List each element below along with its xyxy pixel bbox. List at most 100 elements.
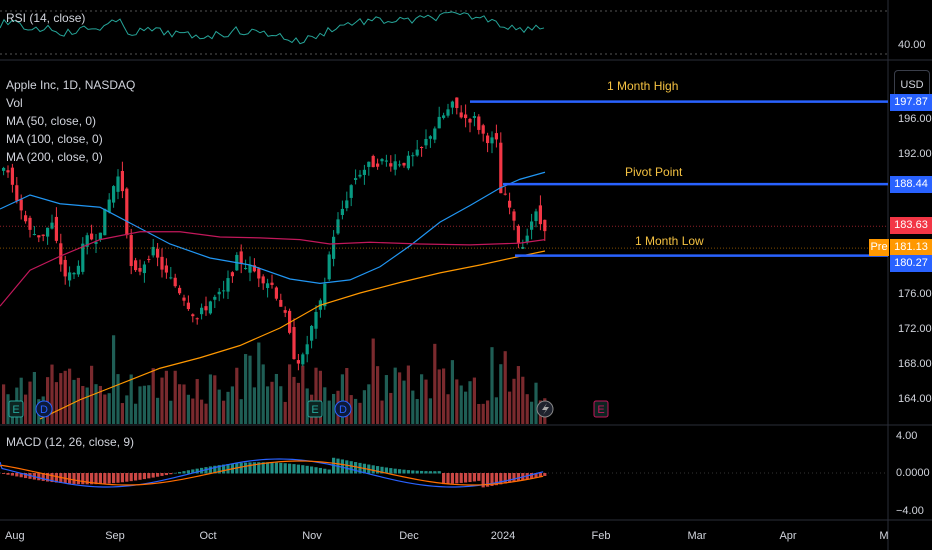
volume-bar <box>270 381 274 424</box>
macd-axis-tick: −4.00 <box>896 505 924 517</box>
volume-bar <box>415 399 419 424</box>
macd-histogram-bar <box>90 473 94 485</box>
volume-bar <box>318 370 322 424</box>
macd-histogram-bar <box>288 463 292 474</box>
macd-histogram-bar <box>512 473 516 482</box>
ma100-label[interactable]: MA (100, close, 0) <box>6 132 103 146</box>
candle-body <box>94 241 98 244</box>
candle-body <box>222 290 226 292</box>
candle-body <box>327 254 331 280</box>
macd-histogram-bar <box>248 462 252 474</box>
macd-histogram-bar <box>534 473 538 478</box>
candle-body <box>257 268 261 279</box>
macd-histogram-bar <box>50 473 54 483</box>
macd-histogram-bar <box>15 473 19 477</box>
volume-bar <box>332 393 336 424</box>
pivot-price-badge: 188.44 <box>890 176 932 193</box>
macd-histogram-bar <box>327 469 331 474</box>
candle-body <box>398 164 402 166</box>
macd-histogram-bar <box>213 465 217 474</box>
macd-histogram-bar <box>455 473 459 484</box>
volume-bar <box>50 364 54 424</box>
volume-bar <box>516 366 520 424</box>
ma200-line <box>39 250 546 420</box>
macd-histogram-bar <box>120 473 124 483</box>
macd-histogram-bar <box>173 472 177 474</box>
macd-histogram-bar <box>107 473 111 484</box>
macd-histogram-bar <box>340 459 344 474</box>
rsi-line <box>0 11 545 45</box>
volume-bar <box>239 399 243 424</box>
macd-histogram-bar <box>156 473 160 477</box>
candle-body <box>19 199 23 211</box>
price-axis-tick: 192.00 <box>898 148 932 160</box>
candle-body <box>68 272 72 281</box>
candle-body <box>508 200 512 208</box>
candle-body <box>472 116 476 118</box>
candle-body <box>142 264 146 274</box>
macd-label[interactable]: MACD (12, 26, close, 9) <box>6 435 135 449</box>
candle-body <box>156 248 160 258</box>
ma200-label[interactable]: MA (200, close, 0) <box>6 150 103 164</box>
macd-histogram-bar <box>208 466 212 474</box>
macd-histogram-bar <box>446 473 450 484</box>
volume-bar <box>2 384 6 424</box>
macd-histogram-bar <box>178 471 182 474</box>
macd-histogram-bar <box>296 464 300 474</box>
candle-body <box>270 282 274 285</box>
volume-bar <box>63 370 67 424</box>
volume-bar <box>226 391 230 424</box>
volume-bar <box>28 381 32 424</box>
candle-body <box>107 199 111 213</box>
candle-body <box>81 243 85 272</box>
macd-histogram-bar <box>503 473 507 484</box>
candle-body <box>450 101 454 108</box>
volume-bar <box>200 399 204 424</box>
event-marker-label: D <box>40 404 48 416</box>
macd-histogram-bar <box>204 467 208 474</box>
candle-body <box>420 147 424 149</box>
macd-histogram-bar <box>37 473 41 481</box>
macd-histogram-bar <box>398 469 402 474</box>
candle-body <box>384 160 388 162</box>
macd-histogram-bar <box>371 465 375 474</box>
candle-body <box>305 344 309 355</box>
candle-body <box>46 227 50 237</box>
rsi-label[interactable]: RSI (14, close) <box>6 11 86 25</box>
volume-bar <box>151 368 155 424</box>
volume-bar <box>32 371 36 424</box>
macd-histogram-bar <box>257 462 261 474</box>
macd-histogram-bar <box>160 473 164 476</box>
candle-body <box>283 310 287 313</box>
candle-body <box>10 167 14 185</box>
macd-histogram-bar <box>274 462 278 474</box>
symbol-title[interactable]: Apple Inc, 1D, NASDAQ <box>6 78 136 92</box>
pivot-annotation: Pivot Point <box>625 165 683 179</box>
macd-histogram-bar <box>217 465 221 474</box>
candle-body <box>178 287 182 294</box>
candle-body <box>402 162 406 166</box>
volume-bar <box>503 351 507 424</box>
volume-bar <box>525 394 529 424</box>
candle-body <box>512 211 516 221</box>
macd-histogram-bar <box>420 470 424 474</box>
vol-indicator-label[interactable]: Vol <box>6 96 23 110</box>
volume-bar <box>327 400 331 424</box>
candle-body <box>116 176 120 192</box>
candle-body <box>323 283 327 307</box>
event-marker-label: E <box>12 404 19 416</box>
macd-histogram-bar <box>116 473 120 483</box>
ma50-label[interactable]: MA (50, close, 0) <box>6 114 97 128</box>
macd-histogram-bar <box>261 462 265 474</box>
candle-body <box>125 188 129 236</box>
ma50-line <box>0 171 546 284</box>
volume-bar <box>85 387 89 424</box>
macd-histogram-bar <box>477 473 481 481</box>
dividend-marker <box>35 400 53 418</box>
volume-bar <box>442 368 446 424</box>
macd-histogram-bar <box>424 471 428 474</box>
volume-bar <box>112 335 116 424</box>
macd-histogram-bar <box>195 468 199 474</box>
candle-body <box>411 155 415 157</box>
